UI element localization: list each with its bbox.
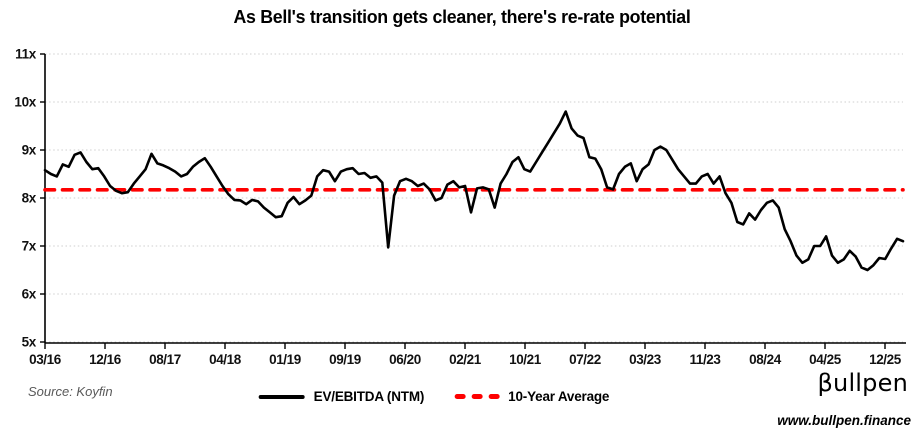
legend-item-average: 10-Year Average: [454, 389, 609, 404]
x-tick-label: 03/23: [629, 352, 662, 367]
y-tick-label: 5x: [22, 335, 37, 350]
series-line-ev-ebitda: [43, 110, 905, 272]
legend: EV/EBITDA (NTM) 10-Year Average: [258, 389, 609, 404]
y-tick-label: 7x: [22, 239, 37, 254]
x-tick-label: 08/24: [749, 352, 782, 367]
x-tick-label: 07/22: [569, 352, 601, 367]
y-tick-label: 8x: [22, 191, 37, 206]
legend-item-ev-ebitda: EV/EBITDA (NTM): [258, 389, 425, 404]
y-tick-label: 10x: [14, 95, 36, 110]
x-tick-label: 11/23: [689, 352, 721, 367]
dashed-line-swatch-icon: [454, 394, 500, 399]
x-tick-label: 12/16: [89, 352, 122, 367]
x-tick-label: 12/25: [869, 352, 902, 367]
x-tick-label: 04/25: [809, 352, 842, 367]
y-tick-label: 6x: [22, 287, 37, 302]
x-tick-label: 04/18: [209, 352, 242, 367]
chart-title: As Bell's transition gets cleaner, there…: [233, 6, 691, 27]
x-tick-label: 09/19: [329, 352, 361, 367]
x-tick-label: 03/16: [29, 352, 62, 367]
legend-label: EV/EBITDA (NTM): [313, 389, 425, 404]
bullpen-url: www.bullpen.finance: [777, 413, 911, 428]
x-tick-label: 08/17: [149, 352, 181, 367]
legend-label: 10-Year Average: [508, 389, 610, 404]
y-tick-label: 11x: [15, 47, 37, 62]
bullpen-logo: βullpen: [817, 369, 908, 397]
x-tick-label: 02/21: [449, 352, 482, 367]
source-note: Source: Koyfin: [28, 384, 113, 399]
y-tick-label: 9x: [22, 143, 37, 158]
x-tick-label: 01/19: [269, 352, 301, 367]
x-tick-label: 06/20: [389, 352, 421, 367]
x-tick-label: 10/21: [509, 352, 542, 367]
solid-line-swatch-icon: [258, 394, 305, 399]
